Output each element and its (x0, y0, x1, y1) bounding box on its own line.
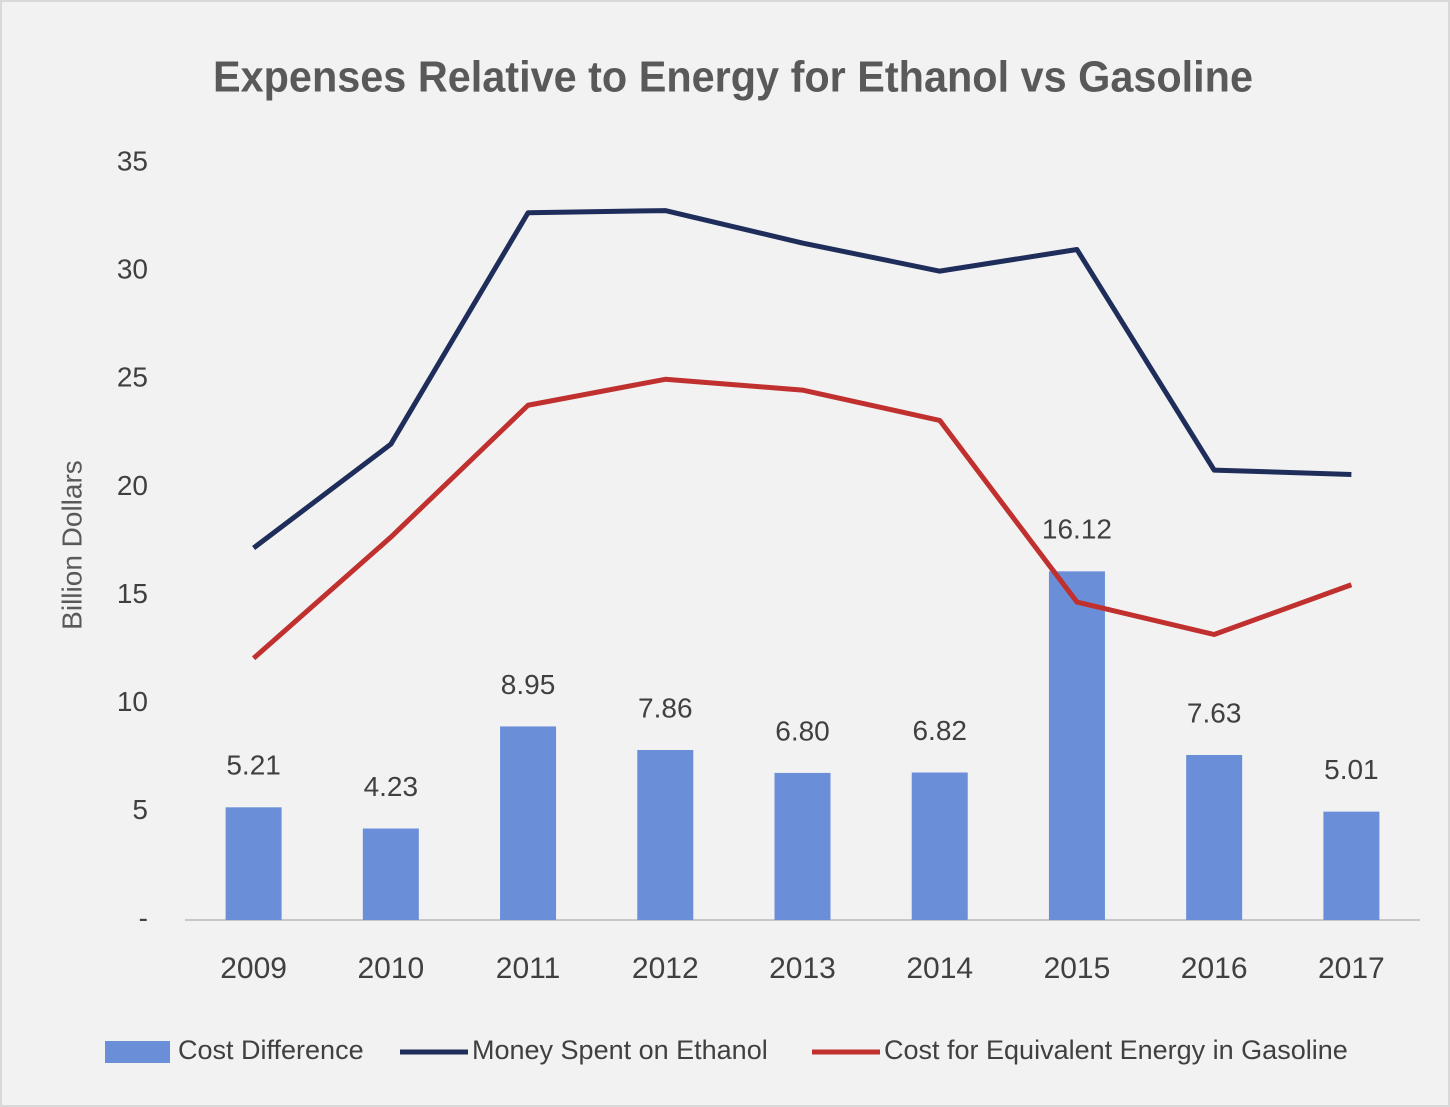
x-tick-label: 2017 (1318, 952, 1385, 985)
chart-title: Expenses Relative to Energy for Ethanol … (213, 53, 1253, 102)
line-series (251, 376, 1353, 661)
legend-label: Cost for Equivalent Energy in Gasoline (884, 1035, 1348, 1065)
y-tick-label: 10 (117, 686, 148, 717)
y-tick-label: 15 (117, 578, 148, 609)
data-label: 7.63 (1187, 697, 1242, 728)
bar (1186, 754, 1243, 920)
x-tick-label: 2016 (1181, 952, 1248, 985)
legend-label: Money Spent on Ethanol (472, 1035, 768, 1065)
data-label: 6.82 (912, 715, 967, 746)
bar (500, 726, 557, 920)
bar (225, 807, 282, 920)
bar (362, 828, 419, 920)
x-tick-label: 2011 (496, 952, 561, 985)
y-tick-label: 20 (117, 470, 148, 501)
y-tick-label: 30 (117, 254, 148, 285)
bar (911, 772, 968, 920)
x-tick-label: 2015 (1044, 952, 1111, 985)
line-series (252, 208, 1352, 550)
bar (1048, 571, 1105, 920)
data-label: 6.80 (775, 715, 830, 746)
data-label: 4.23 (364, 771, 419, 802)
x-tick-label: 2009 (220, 952, 287, 985)
bar (774, 772, 831, 920)
data-label: 7.86 (638, 692, 693, 723)
x-tick-label: 2014 (906, 952, 973, 985)
data-label: 5.01 (1324, 754, 1379, 785)
y-tick-label: - (139, 902, 148, 933)
x-tick-label: 2010 (357, 952, 424, 985)
legend-swatch (105, 1041, 170, 1063)
y-axis-label: Billion Dollars (56, 460, 87, 630)
y-tick-label: 5 (132, 794, 148, 825)
x-tick-label: 2013 (769, 952, 836, 985)
y-tick-label: 35 (117, 145, 148, 176)
bar (637, 749, 694, 920)
x-tick-label: 2012 (632, 952, 699, 985)
legend-label: Cost Difference (178, 1035, 364, 1065)
data-label: 16.12 (1042, 514, 1112, 545)
y-tick-label: 25 (117, 362, 148, 393)
data-label: 8.95 (501, 669, 556, 700)
data-label: 5.21 (226, 750, 281, 781)
bar (1323, 811, 1380, 920)
